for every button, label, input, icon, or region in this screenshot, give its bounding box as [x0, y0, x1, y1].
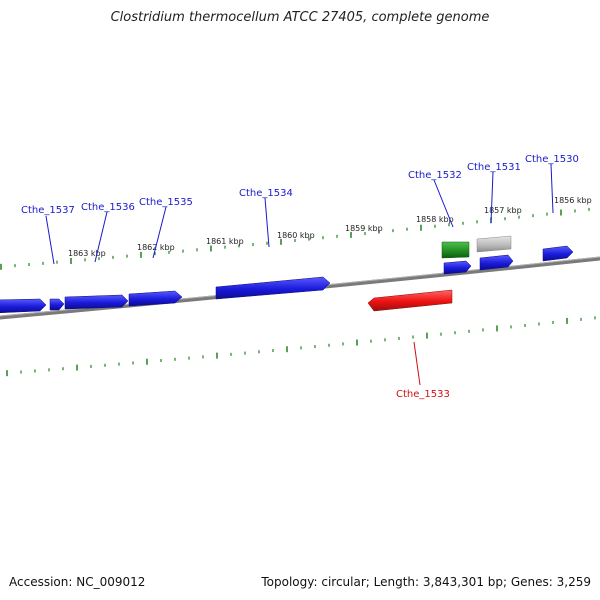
gene-arrow-cthe-1536[interactable] [64, 294, 129, 310]
callout-cthe-1531 [490, 171, 494, 224]
gene-arrow-cthe-1532[interactable] [443, 260, 472, 275]
gene-arrow-cthe-1530[interactable] [542, 245, 574, 262]
bottom-tick-track [6, 316, 596, 377]
callout-cthe-1532 [433, 179, 454, 228]
gene-arrow-cthe-1535[interactable] [128, 290, 183, 307]
gene-arrow-cthe-1531[interactable] [479, 254, 514, 271]
gene-arrow-cthe-1538[interactable] [0, 298, 47, 314]
tick-label-1860: 1860 kbp [277, 231, 315, 240]
tick-label-1863: 1863 kbp [68, 249, 106, 258]
gene-label-cthe-1531[interactable]: Cthe_1531 [467, 162, 521, 173]
gene-label-cthe-1535[interactable]: Cthe_1535 [139, 197, 193, 208]
callout-cthe-1533 [413, 341, 421, 386]
gene-labels: Cthe_1537 Cthe_1536 Cthe_1535 Cthe_1534 … [21, 154, 579, 400]
genome-summary-text: Topology: circular; Length: 3,843,301 bp… [261, 575, 591, 589]
gene-arrow-cthe-1533[interactable] [367, 289, 453, 312]
tick-label-1858: 1858 kbp [416, 215, 454, 224]
gene-label-cthe-1532[interactable]: Cthe_1532 [408, 170, 462, 181]
callout-cthe-1534 [264, 197, 270, 248]
pseudo-gene-block[interactable] [476, 235, 512, 253]
map-title: Clostridium thermocellum ATCC 27405, com… [110, 10, 490, 25]
label-callouts [45, 163, 554, 386]
accession-text: Accession: NC_009012 [9, 575, 146, 589]
callout-cthe-1537 [45, 215, 55, 265]
gene-label-cthe-1536[interactable]: Cthe_1536 [81, 202, 135, 213]
forward-gene-track [0, 235, 574, 314]
tick-label-1861: 1861 kbp [206, 237, 244, 246]
tick-label-1856: 1856 kbp [554, 196, 592, 205]
gene-label-cthe-1530[interactable]: Cthe_1530 [525, 154, 579, 165]
gene-arrow-cthe-1537[interactable] [49, 298, 65, 311]
gene-label-cthe-1534[interactable]: Cthe_1534 [239, 188, 293, 199]
reverse-gene-track [367, 289, 453, 312]
rna-gene-block[interactable] [441, 241, 470, 259]
gene-label-cthe-1533[interactable]: Cthe_1533 [396, 389, 450, 400]
gene-arrow-cthe-1534[interactable] [215, 276, 331, 300]
tick-label-1859: 1859 kbp [345, 224, 383, 233]
callout-cthe-1530 [550, 163, 554, 214]
gene-label-cthe-1537[interactable]: Cthe_1537 [21, 205, 75, 216]
callout-cthe-1535 [152, 206, 167, 259]
tick-label-1857: 1857 kbp [484, 206, 522, 215]
callout-cthe-1536 [94, 211, 108, 263]
